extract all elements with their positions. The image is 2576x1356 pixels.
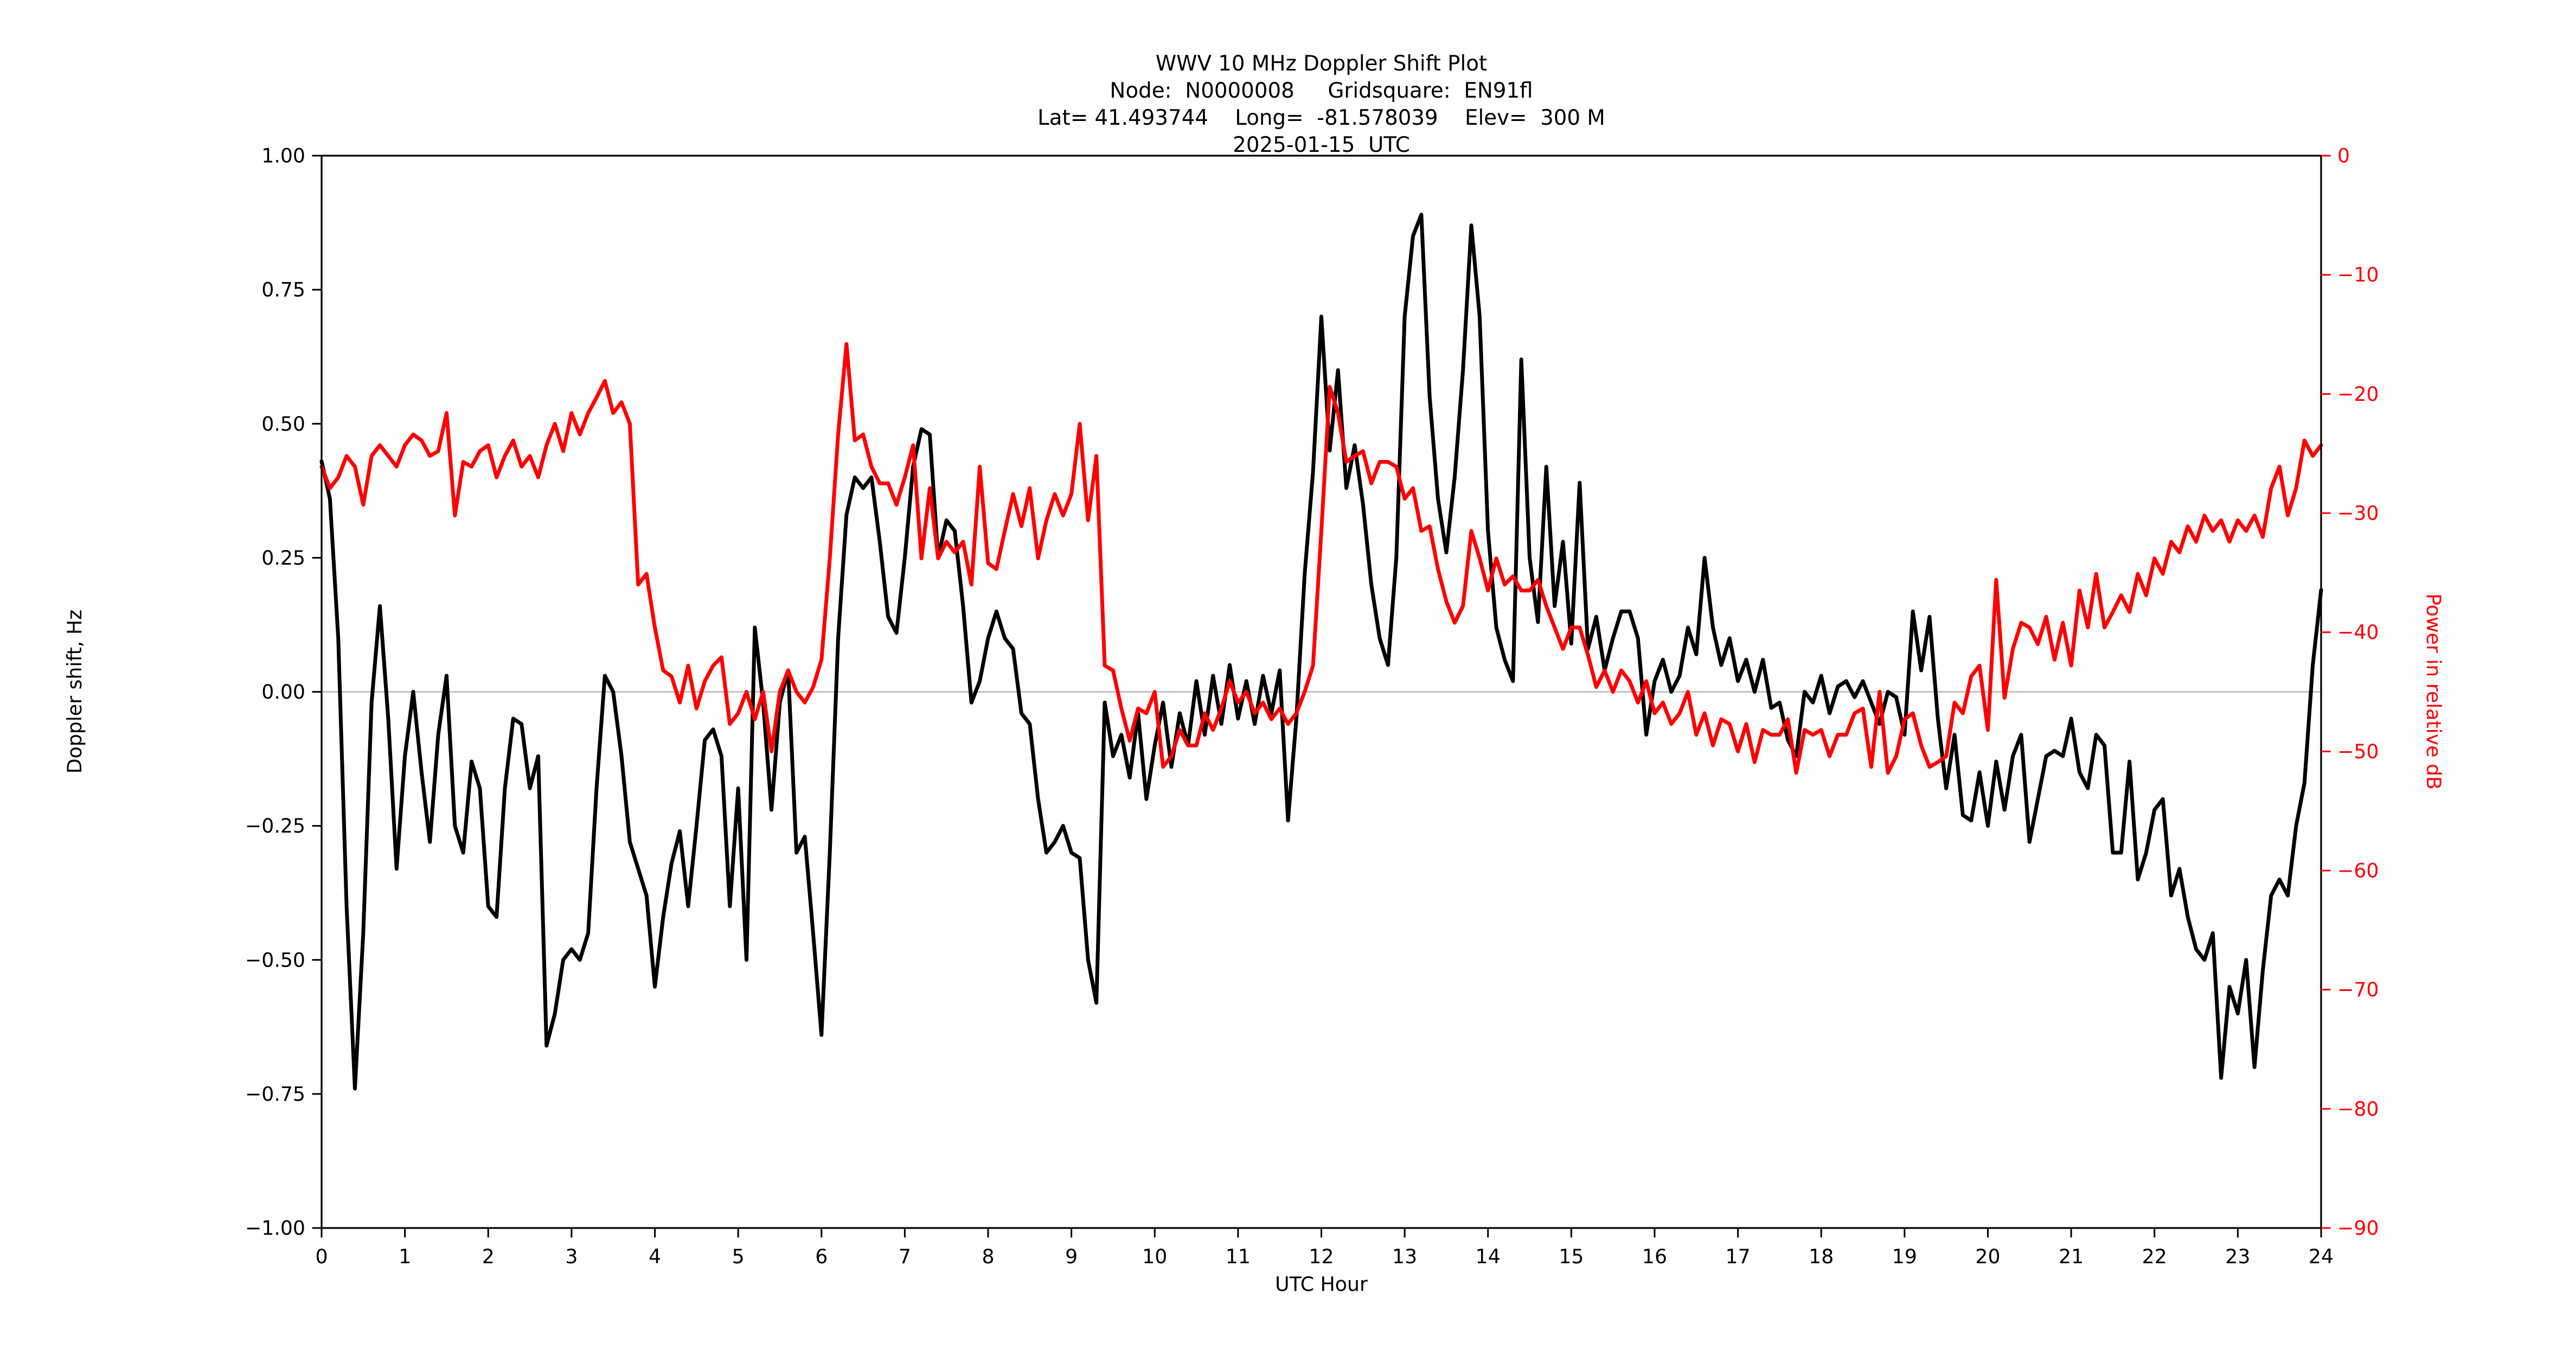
y-right-axis-tick-label: 0 bbox=[2337, 144, 2350, 168]
y-right-axis-tick-label: −70 bbox=[2337, 978, 2379, 1001]
x-axis-tick-label: 1 bbox=[399, 1245, 411, 1268]
x-axis-tick-label: 17 bbox=[1726, 1245, 1751, 1268]
y-right-axis-tick-label: −10 bbox=[2337, 263, 2379, 286]
x-axis-tick-label: 11 bbox=[1226, 1245, 1251, 1268]
x-axis-tick-label: 9 bbox=[1065, 1245, 1078, 1268]
y-left-axis-tick-label: −0.75 bbox=[245, 1082, 305, 1105]
x-axis-tick-label: 20 bbox=[1975, 1245, 2000, 1268]
x-axis-tick-label: 3 bbox=[565, 1245, 578, 1268]
x-axis-tick-label: 12 bbox=[1309, 1245, 1334, 1268]
x-axis-tick-label: 6 bbox=[815, 1245, 828, 1268]
y-right-axis-tick-label: −50 bbox=[2337, 740, 2379, 763]
y-right-axis-tick-label: −90 bbox=[2337, 1217, 2379, 1240]
x-axis-tick-label: 5 bbox=[732, 1245, 745, 1268]
x-axis-tick-label: 21 bbox=[2059, 1245, 2084, 1268]
x-axis-tick-label: 16 bbox=[1642, 1245, 1667, 1268]
x-axis-tick-label: 19 bbox=[1892, 1245, 1917, 1268]
x-axis-tick-label: 0 bbox=[315, 1245, 328, 1268]
x-axis-tick-label: 2 bbox=[482, 1245, 495, 1268]
plot-subtitle-lat-long-elev: Lat= 41.493744 Long= -81.578039 Elev= 30… bbox=[1037, 106, 1605, 130]
x-axis-tick-label: 18 bbox=[1809, 1245, 1834, 1268]
plot-title: WWV 10 MHz Doppler Shift Plot bbox=[1156, 52, 1487, 76]
x-axis-tick-label: 22 bbox=[2142, 1245, 2167, 1268]
x-axis-tick-label: 23 bbox=[2225, 1245, 2250, 1268]
y-right-axis-tick-label: −40 bbox=[2337, 621, 2379, 644]
x-axis-tick-label: 14 bbox=[1476, 1245, 1501, 1268]
tick-label-layer: 0 1 2 3 4 5 6 7 8 9 10 11 12 13 14 15 16 17 18 19 20 21 22 23 24… bbox=[245, 144, 2379, 1269]
x-axis-tick-label: 8 bbox=[982, 1245, 994, 1268]
title-block: WWV 10 MHz Doppler Shift Plot Node: N000… bbox=[1037, 52, 1605, 157]
doppler-series-line bbox=[319, 213, 2323, 1091]
series-layer bbox=[319, 213, 2323, 1091]
y-left-axis-tick-label: 0.00 bbox=[261, 680, 305, 703]
x-axis-tick-label: 24 bbox=[2309, 1245, 2334, 1268]
x-axis-label: UTC Hour bbox=[1275, 1272, 1368, 1296]
plot-subtitle-node-gridsquare: Node: N0000008 Gridsquare: EN91fl bbox=[1110, 79, 1533, 103]
x-axis-tick-label: 15 bbox=[1559, 1245, 1584, 1268]
y-right-axis-tick-label: −60 bbox=[2337, 859, 2379, 882]
y-left-axis-tick-label: 0.75 bbox=[261, 278, 305, 302]
x-axis-tick-label: 4 bbox=[649, 1245, 661, 1268]
y-right-axis-label: Power in relative dB bbox=[2422, 593, 2445, 790]
x-axis-tick-label: 13 bbox=[1392, 1245, 1417, 1268]
y-left-axis-tick-label: −1.00 bbox=[245, 1217, 305, 1240]
y-left-axis-tick-label: −0.25 bbox=[245, 814, 305, 837]
axes-layer bbox=[312, 155, 2331, 1238]
y-right-axis-tick-label: −30 bbox=[2337, 502, 2379, 525]
y-right-axis-tick-label: −80 bbox=[2337, 1097, 2379, 1121]
y-left-axis-tick-label: 1.00 bbox=[261, 144, 305, 168]
y-left-axis-tick-label: 0.50 bbox=[261, 412, 305, 436]
power-series-line bbox=[319, 342, 2323, 775]
y-left-axis-label: Doppler shift, Hz bbox=[63, 610, 86, 774]
plot-subtitle-date: 2025-01-15 UTC bbox=[1233, 133, 1410, 157]
x-axis-tick-label: 7 bbox=[899, 1245, 911, 1268]
y-left-axis-tick-label: 0.25 bbox=[261, 546, 305, 570]
x-axis-tick-label: 10 bbox=[1142, 1245, 1167, 1268]
y-right-axis-tick-label: −20 bbox=[2337, 382, 2379, 406]
y-left-axis-tick-label: −0.50 bbox=[245, 948, 305, 971]
